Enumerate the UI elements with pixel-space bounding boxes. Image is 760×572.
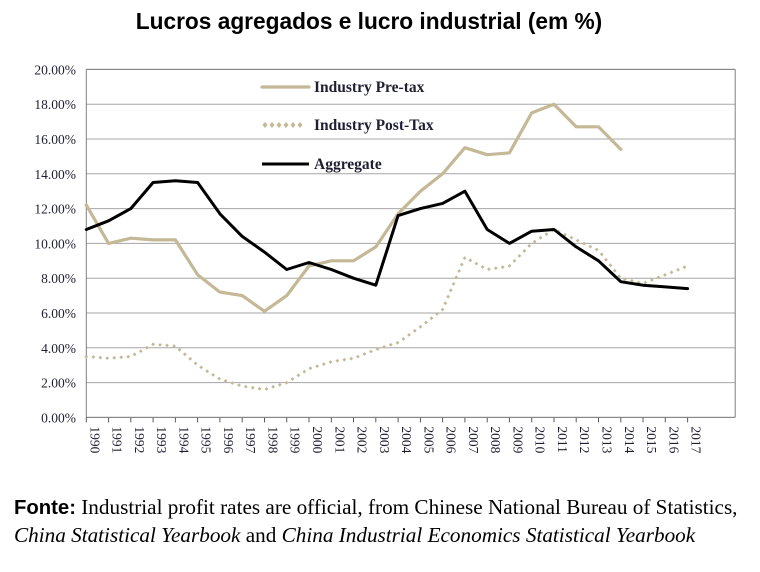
svg-text:2011: 2011 <box>555 426 570 453</box>
svg-text:2016: 2016 <box>666 426 681 453</box>
svg-text:2010: 2010 <box>533 426 548 453</box>
svg-text:2015: 2015 <box>644 426 659 453</box>
svg-text:12.00%: 12.00% <box>34 202 76 217</box>
svg-text:1998: 1998 <box>266 426 281 453</box>
svg-text:Industry Pre-tax: Industry Pre-tax <box>314 79 425 96</box>
svg-text:Industry Post-Tax: Industry Post-Tax <box>314 117 434 134</box>
svg-text:14.00%: 14.00% <box>34 167 76 182</box>
svg-text:2002: 2002 <box>355 426 370 453</box>
svg-text:1993: 1993 <box>154 426 169 453</box>
svg-text:1991: 1991 <box>110 426 125 453</box>
svg-text:2000: 2000 <box>310 426 325 453</box>
svg-text:2013: 2013 <box>600 426 615 453</box>
svg-text:2008: 2008 <box>488 426 503 453</box>
svg-text:0.00%: 0.00% <box>41 410 76 425</box>
svg-text:1999: 1999 <box>288 426 303 453</box>
svg-text:Aggregate: Aggregate <box>314 156 382 173</box>
svg-text:8.00%: 8.00% <box>41 271 76 286</box>
svg-text:2005: 2005 <box>421 426 436 453</box>
svg-text:1990: 1990 <box>87 426 102 453</box>
svg-text:1996: 1996 <box>221 426 236 453</box>
svg-text:16.00%: 16.00% <box>34 132 76 147</box>
svg-text:2004: 2004 <box>399 426 414 453</box>
svg-text:2012: 2012 <box>577 426 592 453</box>
svg-text:1995: 1995 <box>199 426 214 453</box>
svg-text:1997: 1997 <box>243 426 258 453</box>
svg-text:2014: 2014 <box>622 426 637 453</box>
svg-text:1994: 1994 <box>176 426 191 453</box>
svg-text:1992: 1992 <box>132 426 147 453</box>
svg-text:2017: 2017 <box>689 426 704 453</box>
svg-text:2003: 2003 <box>377 426 392 453</box>
svg-text:2009: 2009 <box>510 426 525 453</box>
svg-text:2001: 2001 <box>332 426 347 453</box>
svg-text:6.00%: 6.00% <box>41 306 76 321</box>
svg-text:2007: 2007 <box>466 426 481 453</box>
svg-text:2006: 2006 <box>444 426 459 453</box>
svg-text:4.00%: 4.00% <box>41 341 76 356</box>
svg-text:20.00%: 20.00% <box>34 62 76 77</box>
svg-text:18.00%: 18.00% <box>34 97 76 112</box>
svg-text:2.00%: 2.00% <box>41 376 76 391</box>
svg-text:10.00%: 10.00% <box>34 236 76 251</box>
